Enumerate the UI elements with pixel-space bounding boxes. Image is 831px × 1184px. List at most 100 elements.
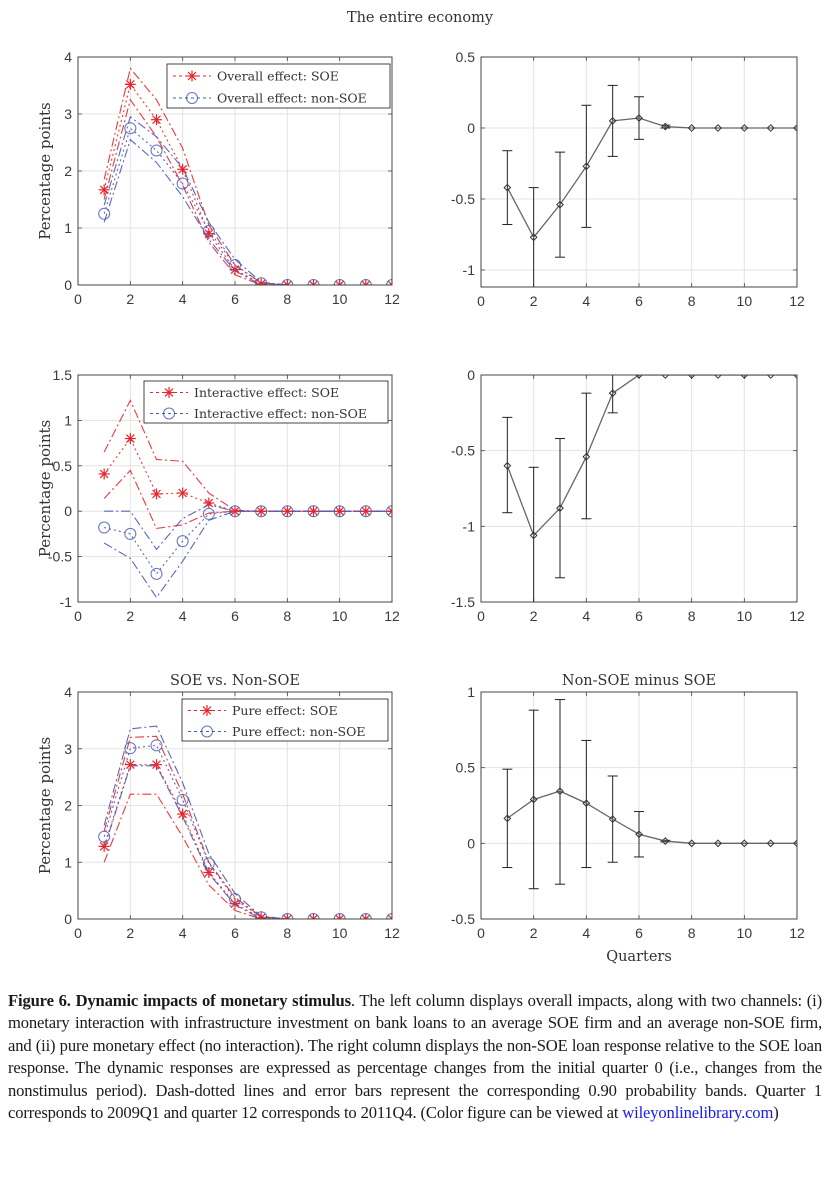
data-point: [229, 893, 241, 906]
x-tick-label: 4: [582, 925, 590, 941]
x-tick-label: 2: [126, 925, 134, 941]
data-point: [255, 278, 267, 285]
data-point: [202, 224, 215, 237]
data-point: [556, 787, 564, 796]
series-diff: [502, 375, 797, 602]
upper-band-line: [103, 67, 392, 285]
data-point: [714, 839, 722, 848]
series-nonsoe: [103, 115, 392, 285]
data-point: [281, 913, 293, 919]
data-point: [281, 279, 294, 285]
x-tick-label: 6: [635, 925, 643, 941]
data-point: [635, 114, 643, 122]
data-point: [124, 122, 137, 135]
x-tick-label: 4: [179, 608, 187, 624]
x-tick-label: 12: [789, 293, 805, 309]
data-point: [177, 808, 189, 820]
x-tick-label: 10: [332, 291, 348, 307]
data-point: [360, 913, 372, 919]
series-nonsoe: [103, 725, 392, 919]
plot-content: [502, 699, 797, 890]
upper-band-line: [103, 725, 392, 919]
x-tick-label: 6: [231, 291, 239, 307]
upper-band-line: [103, 735, 392, 919]
x-tick-label: 0: [477, 925, 485, 941]
legend-item-nonsoe: Pure effect: non-SOE: [188, 724, 365, 739]
data-point: [124, 742, 137, 755]
error-bar: [555, 699, 565, 885]
series-line: [506, 375, 797, 537]
data-point: [334, 279, 346, 285]
x-tick-label: 6: [635, 293, 643, 309]
series-line: [506, 117, 797, 239]
data-point: [229, 505, 241, 518]
data-point: [766, 124, 775, 132]
data-point: [151, 114, 162, 126]
data-point: [661, 122, 670, 131]
panel-interactive: 0 2 4 6 8 10 12 -1 -0.5 0 0.5 1 1.5 Percentage points…: [36, 367, 400, 624]
legend-marker-icon: [201, 725, 213, 738]
y-tick-label: 1: [64, 220, 72, 236]
markers-soe: [98, 78, 392, 285]
x-tick-label: 0: [477, 608, 485, 624]
y-axis-label: Percentage points: [36, 420, 54, 557]
axes-frame: [480, 691, 798, 920]
data-point: [687, 124, 696, 132]
data-point: [334, 505, 346, 517]
y-tick-label: -1: [463, 262, 476, 278]
x-tick-label: 4: [179, 291, 187, 307]
series-line: [103, 83, 392, 285]
x-tick-label: 6: [231, 608, 239, 624]
data-point: [124, 433, 136, 445]
caption-link[interactable]: wileyonlinelibrary.com: [622, 1103, 774, 1123]
data-point: [740, 839, 749, 848]
data-point: [556, 200, 564, 209]
x-tick-label: 2: [530, 608, 538, 624]
figure-suptitle: The entire economy: [347, 10, 494, 26]
data-point: [687, 375, 696, 379]
data-point: [98, 207, 111, 220]
data-point: [124, 78, 136, 90]
data-point: [177, 487, 189, 499]
data-point: [255, 911, 268, 919]
legend: Pure effect: SOE Pure effect: non-SOE: [181, 698, 389, 742]
x-tick-label: 4: [582, 608, 590, 624]
series-soe: [103, 735, 392, 919]
y-tick-label: -0.5: [451, 443, 475, 459]
data-point: [307, 279, 320, 285]
data-point: [360, 505, 372, 517]
plot-content: [98, 725, 392, 919]
y-tick-label: 0: [467, 120, 475, 136]
markers-soe: [98, 759, 392, 919]
data-point: [255, 505, 268, 518]
data-point: [202, 507, 215, 520]
plot-content: [98, 67, 392, 285]
x-tick-label: 0: [74, 608, 82, 624]
data-point: [359, 505, 372, 518]
legend-item-soe: Interactive effect: SOE: [150, 385, 339, 400]
data-point: [529, 233, 538, 242]
x-tick-label: 10: [737, 293, 753, 309]
data-point: [151, 488, 162, 500]
series-line: [506, 790, 797, 844]
data-point: [687, 839, 696, 848]
plot-content: [98, 399, 392, 599]
panel-title: Non-SOE minus SOE: [562, 673, 716, 689]
plot-content: [502, 375, 797, 602]
y-tick-label: 1: [467, 684, 475, 700]
upper-band-line: [103, 115, 392, 285]
data-point: [176, 535, 189, 548]
data-point: [766, 839, 775, 848]
x-tick-label: 6: [635, 608, 643, 624]
data-point: [98, 468, 110, 480]
error-bar: [528, 187, 539, 287]
data-point: [582, 799, 591, 808]
x-axis-label: Quarters: [606, 949, 672, 965]
legend-label: Overall effect: SOE: [217, 69, 339, 84]
y-tick-label: 3: [64, 741, 72, 757]
data-point: [151, 759, 162, 771]
y-tick-label: -0.5: [48, 549, 72, 565]
data-point: [281, 505, 293, 517]
y-tick-label: 0.5: [53, 458, 73, 474]
legend-item-nonsoe: Overall effect: non-SOE: [173, 91, 367, 106]
